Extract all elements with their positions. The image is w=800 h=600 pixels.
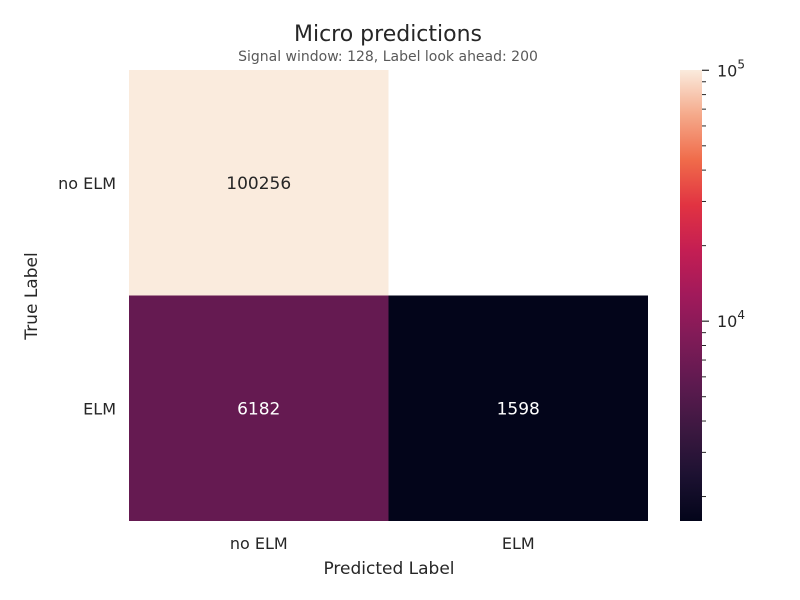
y-tick-label: ELM (83, 399, 116, 418)
x-tick-labels: no ELM ELM (230, 534, 535, 553)
chart-title: Micro predictions (294, 22, 482, 47)
colorbar (680, 70, 702, 521)
x-axis-label: Predicted Label (323, 559, 454, 579)
y-tick-labels: no ELM ELM (58, 174, 116, 419)
chart-subtitle: Signal window: 128, Label look ahead: 20… (238, 49, 538, 65)
heatmap-cell (129, 295, 389, 521)
heatmap-cell (129, 70, 389, 296)
x-tick-label: ELM (502, 534, 535, 553)
cell-value-label: 100256 (226, 174, 291, 194)
y-axis-label: True Label (22, 252, 42, 340)
colorbar-tick-label: 105 (717, 57, 745, 80)
cell-value-label: 6182 (237, 399, 280, 419)
heatmap-cell (388, 295, 648, 521)
y-tick-label: no ELM (58, 174, 116, 193)
heatmap-cells: 100256 6182 1598 (129, 70, 648, 521)
x-tick-label: no ELM (230, 534, 288, 553)
cell-value-label: 1598 (497, 399, 540, 419)
colorbar-ticks: 104 105 (702, 57, 745, 498)
colorbar-tick-label: 104 (717, 308, 745, 331)
